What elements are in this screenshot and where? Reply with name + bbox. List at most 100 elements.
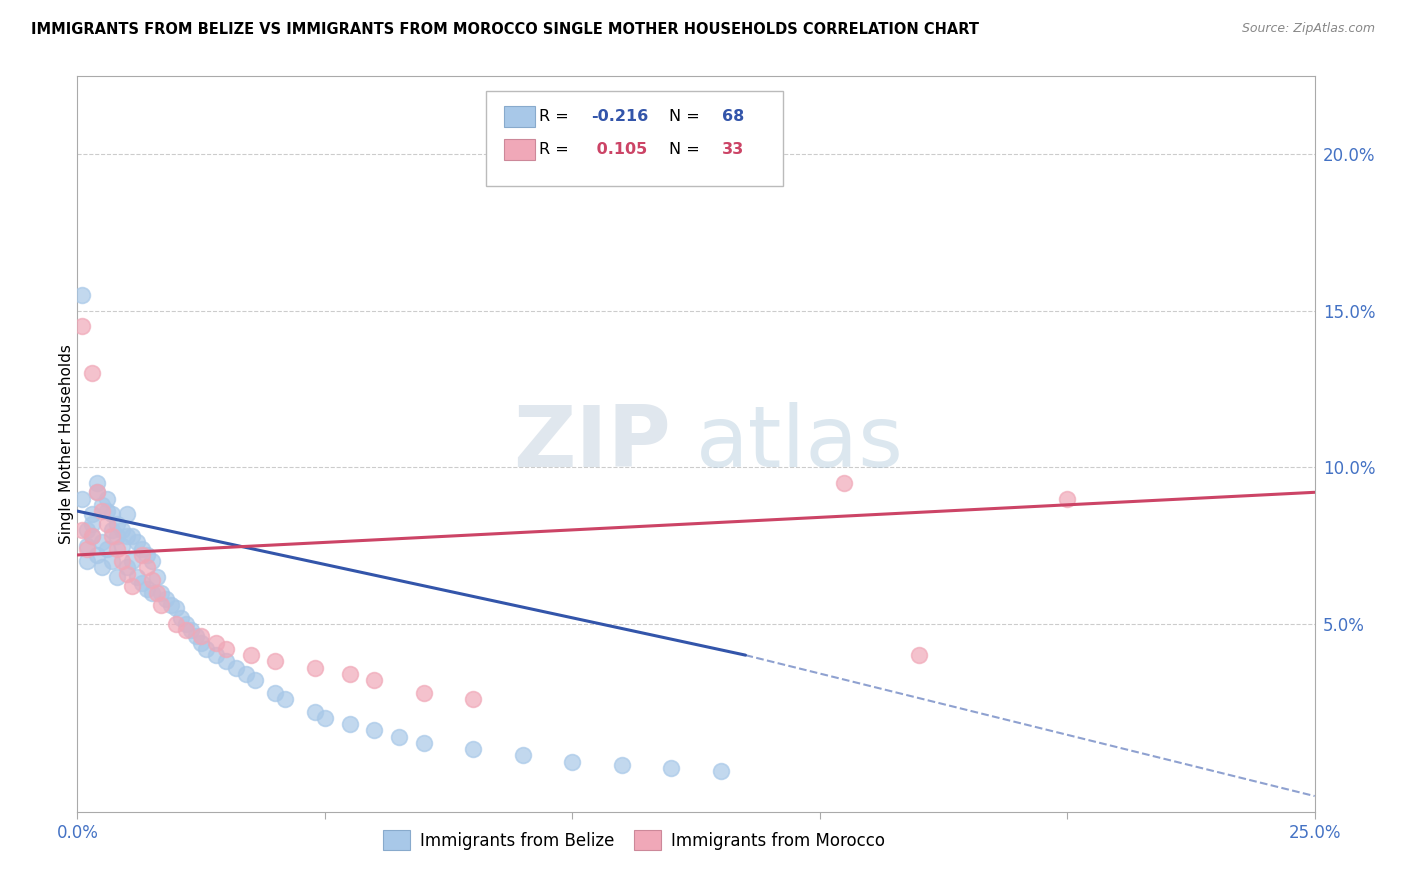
Point	[141, 573, 163, 587]
Point	[125, 535, 148, 549]
Point	[165, 616, 187, 631]
Point	[105, 529, 128, 543]
Point	[121, 554, 143, 568]
Point	[72, 523, 94, 537]
Point	[72, 319, 94, 334]
Point	[170, 610, 193, 624]
Text: ZIP: ZIP	[513, 402, 671, 485]
Point	[76, 541, 98, 556]
Point	[463, 742, 485, 756]
Point	[121, 529, 143, 543]
Point	[101, 554, 124, 568]
Point	[363, 723, 385, 738]
Y-axis label: Single Mother Households: Single Mother Households	[59, 343, 73, 544]
Point	[314, 711, 336, 725]
Point	[195, 641, 218, 656]
Text: N =: N =	[669, 142, 704, 157]
Point	[82, 507, 104, 521]
Point	[76, 523, 98, 537]
Point	[91, 498, 114, 512]
Point	[1056, 491, 1078, 506]
Point	[339, 717, 361, 731]
Bar	[505, 106, 536, 127]
Point	[105, 541, 128, 556]
Text: Source: ZipAtlas.com: Source: ZipAtlas.com	[1241, 22, 1375, 36]
Point	[215, 654, 238, 668]
Point	[135, 582, 157, 597]
Text: -0.216: -0.216	[591, 109, 648, 124]
Point	[111, 554, 134, 568]
Point	[86, 548, 108, 562]
Point	[235, 667, 257, 681]
Point	[245, 673, 267, 688]
Point	[86, 475, 108, 490]
Point	[274, 692, 297, 706]
Point	[91, 535, 114, 549]
Point	[205, 648, 228, 662]
Point	[561, 755, 583, 769]
Point	[72, 288, 94, 302]
Legend: Immigrants from Belize, Immigrants from Morocco: Immigrants from Belize, Immigrants from …	[377, 824, 891, 856]
Point	[180, 623, 202, 637]
Point	[76, 539, 98, 553]
Point	[111, 539, 134, 553]
Point	[225, 661, 247, 675]
Point	[160, 598, 183, 612]
Point	[135, 560, 157, 574]
Point	[76, 554, 98, 568]
Point	[101, 529, 124, 543]
Point	[304, 705, 326, 719]
Point	[264, 686, 287, 700]
Point	[710, 764, 733, 778]
Point	[174, 616, 197, 631]
Point	[155, 591, 177, 606]
Text: R =: R =	[538, 109, 574, 124]
Point	[91, 504, 114, 518]
Point	[131, 576, 153, 591]
Point	[125, 570, 148, 584]
Point	[101, 507, 124, 521]
FancyBboxPatch shape	[485, 90, 783, 186]
Point	[463, 692, 485, 706]
Point	[96, 541, 118, 556]
Point	[86, 485, 108, 500]
Point	[190, 635, 212, 649]
Point	[96, 504, 118, 518]
Point	[150, 585, 173, 599]
Point	[239, 648, 262, 662]
Point	[82, 529, 104, 543]
Point	[907, 648, 929, 662]
Point	[388, 730, 411, 744]
Point	[141, 554, 163, 568]
Bar	[505, 139, 536, 160]
Point	[512, 748, 534, 763]
Point	[111, 523, 134, 537]
Point	[610, 757, 633, 772]
Point	[150, 598, 173, 612]
Point	[141, 585, 163, 599]
Point	[72, 491, 94, 506]
Point	[115, 529, 138, 543]
Point	[145, 585, 167, 599]
Point	[96, 516, 118, 531]
Point	[834, 475, 856, 490]
Point	[82, 516, 104, 531]
Point	[412, 736, 434, 750]
Point	[101, 523, 124, 537]
Text: atlas: atlas	[696, 402, 904, 485]
Point	[215, 641, 238, 656]
Point	[135, 548, 157, 562]
Point	[96, 491, 118, 506]
Point	[131, 541, 153, 556]
Point	[115, 507, 138, 521]
Text: R =: R =	[538, 142, 574, 157]
Point	[339, 667, 361, 681]
Text: 0.105: 0.105	[591, 142, 647, 157]
Text: 68: 68	[721, 109, 744, 124]
Point	[91, 560, 114, 574]
Point	[131, 548, 153, 562]
Text: IMMIGRANTS FROM BELIZE VS IMMIGRANTS FROM MOROCCO SINGLE MOTHER HOUSEHOLDS CORRE: IMMIGRANTS FROM BELIZE VS IMMIGRANTS FRO…	[31, 22, 979, 37]
Point	[190, 629, 212, 643]
Point	[115, 560, 138, 574]
Point	[304, 661, 326, 675]
